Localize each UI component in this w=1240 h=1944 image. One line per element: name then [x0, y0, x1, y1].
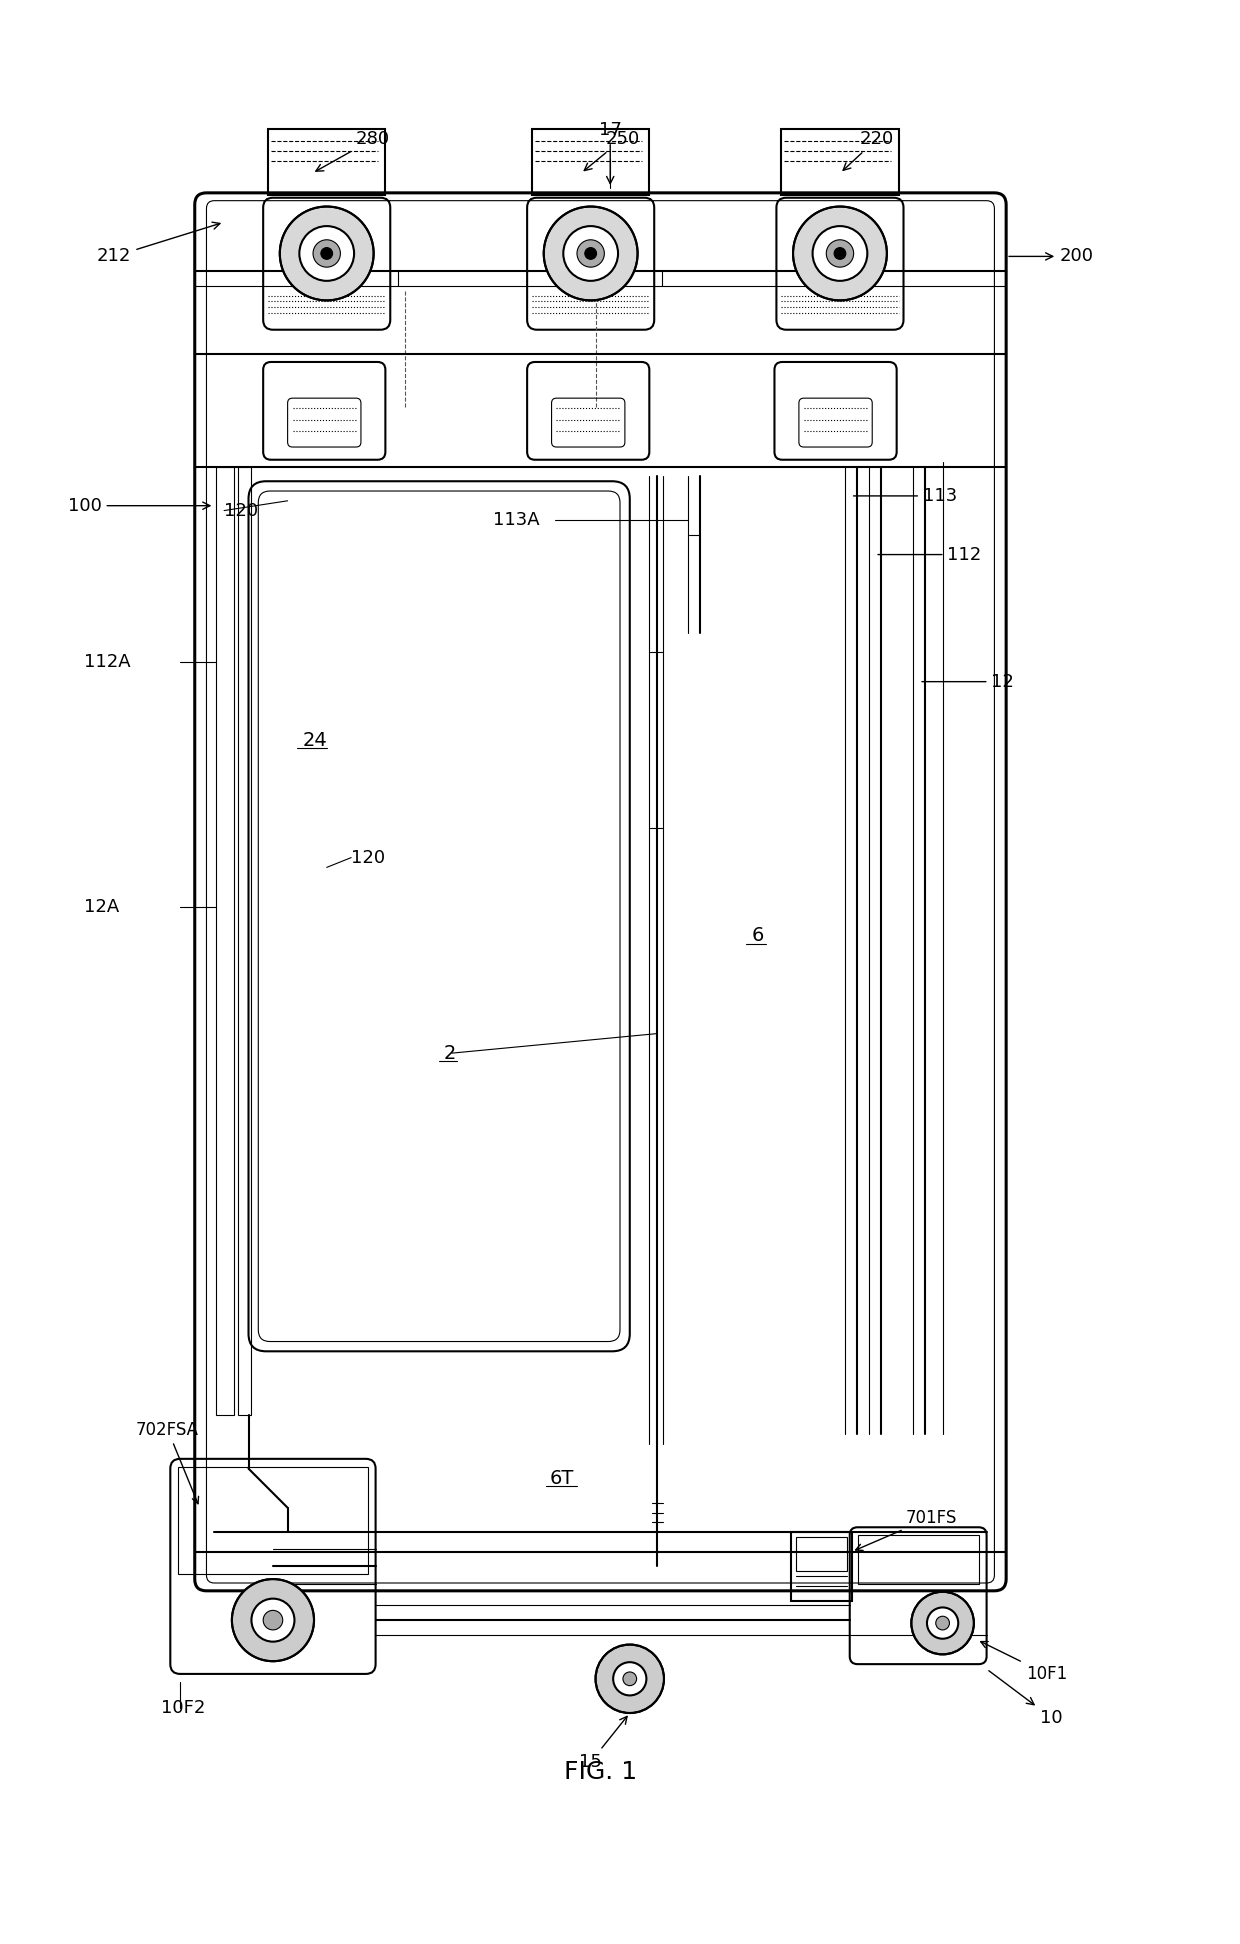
Text: 112A: 112A [84, 653, 131, 671]
Bar [796, 1538, 847, 1571]
Text: 6T: 6T [549, 1470, 574, 1487]
Text: 702FSA: 702FSA [136, 1421, 200, 1505]
Text: 701FS: 701FS [856, 1509, 957, 1551]
Circle shape [622, 1672, 636, 1685]
Text: 113A: 113A [494, 511, 539, 529]
Bar [216, 467, 234, 1415]
Text: FIG. 1: FIG. 1 [564, 1759, 637, 1785]
Text: 17: 17 [599, 121, 621, 183]
Text: 2: 2 [444, 1044, 456, 1063]
Text: 100: 100 [68, 496, 210, 515]
Circle shape [299, 226, 355, 280]
Text: 250: 250 [584, 130, 640, 171]
Circle shape [613, 1662, 646, 1695]
Text: 10F1: 10F1 [981, 1641, 1066, 1684]
Text: 280: 280 [316, 130, 391, 171]
Text: 112: 112 [878, 546, 982, 564]
Text: 12A: 12A [84, 898, 119, 916]
Circle shape [585, 247, 596, 259]
Circle shape [563, 226, 618, 280]
Circle shape [826, 239, 853, 266]
Circle shape [312, 239, 341, 266]
Text: 10: 10 [988, 1670, 1063, 1726]
Text: 15: 15 [579, 1717, 627, 1771]
Text: 6: 6 [751, 927, 764, 945]
Circle shape [936, 1615, 950, 1629]
Bar [238, 467, 252, 1415]
Circle shape [232, 1579, 314, 1662]
Text: 12: 12 [921, 673, 1014, 690]
Bar [781, 130, 899, 194]
Circle shape [812, 226, 867, 280]
Bar [858, 1536, 978, 1584]
Circle shape [544, 206, 637, 301]
Text: 120: 120 [224, 502, 258, 519]
Bar [179, 1466, 368, 1575]
Text: 120: 120 [351, 850, 386, 867]
Text: 200: 200 [1009, 247, 1094, 266]
Bar [268, 130, 386, 194]
Circle shape [252, 1598, 294, 1641]
Text: 10F2: 10F2 [160, 1699, 205, 1717]
Circle shape [321, 247, 332, 259]
Circle shape [577, 239, 604, 266]
Circle shape [280, 206, 373, 301]
Text: 24: 24 [303, 731, 327, 750]
Circle shape [595, 1645, 663, 1713]
Circle shape [263, 1610, 283, 1629]
Bar [791, 1532, 852, 1600]
Circle shape [794, 206, 887, 301]
Bar [532, 130, 650, 194]
Text: 220: 220 [843, 130, 894, 171]
Text: 212: 212 [97, 222, 219, 266]
Text: 113: 113 [853, 486, 957, 505]
Circle shape [928, 1608, 959, 1639]
Circle shape [835, 247, 846, 259]
Circle shape [911, 1592, 973, 1654]
